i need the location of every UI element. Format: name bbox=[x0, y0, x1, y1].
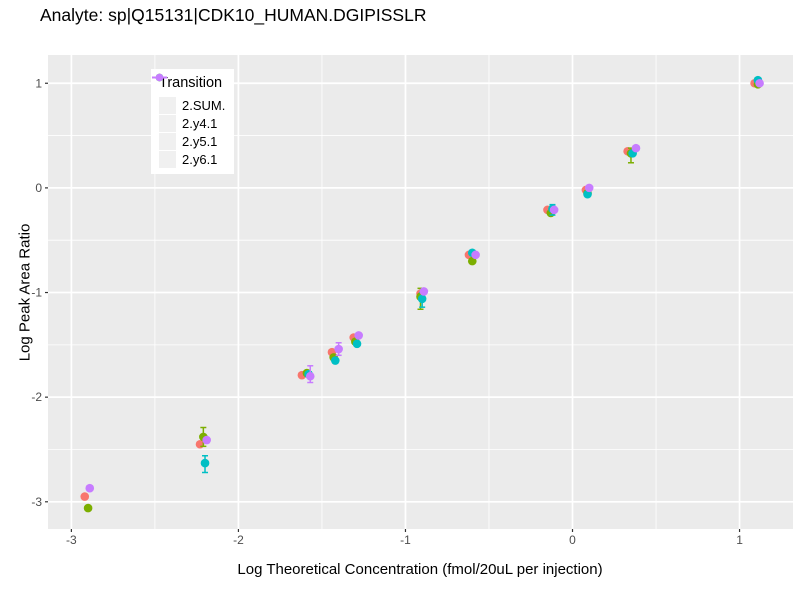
x-tick-label: 1 bbox=[736, 533, 743, 547]
data-point bbox=[80, 492, 90, 501]
data-point bbox=[584, 183, 594, 193]
data-point bbox=[419, 287, 429, 296]
legend: Transition 2.SUM. 2.y4.1 2.y5.1 2.y6.1 bbox=[151, 69, 235, 174]
legend-key-icon bbox=[152, 73, 176, 168]
legend-entry: 2.y4.1 bbox=[152, 73, 225, 132]
data-point bbox=[83, 503, 93, 513]
legend-key-icon bbox=[152, 73, 176, 114]
x-tick-label: -1 bbox=[400, 533, 411, 547]
data-point bbox=[631, 143, 641, 153]
data-point bbox=[85, 483, 95, 493]
data-point bbox=[549, 205, 559, 215]
legend-entry: 2.y6.1 bbox=[152, 73, 225, 168]
data-point bbox=[200, 458, 210, 468]
y-tick-label: -2 bbox=[31, 390, 42, 404]
data-point bbox=[417, 294, 427, 304]
y-tick-label: -1 bbox=[31, 286, 42, 300]
data-point bbox=[755, 78, 764, 88]
data-point bbox=[354, 331, 363, 340]
legend-key-icon bbox=[152, 73, 176, 132]
y-tick-label: 1 bbox=[35, 76, 42, 90]
legend-entry-label: 2.SUM. bbox=[182, 97, 226, 113]
legend-entry-label: 2.y6.1 bbox=[182, 151, 218, 167]
x-tick-label: 0 bbox=[569, 533, 576, 547]
plot-title: Analyte: sp|Q15131|CDK10_HUMAN.DGIPISSLR bbox=[40, 5, 427, 25]
data-point bbox=[471, 250, 480, 260]
x-tick-label: -2 bbox=[233, 533, 244, 547]
legend-entry: 2.y5.1 bbox=[152, 73, 225, 150]
legend-entry-label: 2.y4.1 bbox=[182, 115, 218, 131]
legend-key-icon bbox=[152, 73, 176, 150]
legend-entry-label: 2.y5.1 bbox=[182, 133, 218, 149]
legend-entries: 2.SUM. 2.y4.1 2.y5.1 2.y6.1 bbox=[152, 73, 226, 168]
data-point bbox=[331, 356, 340, 365]
y-tick-label: -3 bbox=[31, 495, 42, 509]
legend-title: Transition bbox=[159, 75, 223, 91]
data-point bbox=[202, 435, 211, 445]
y-tick-label: 0 bbox=[35, 181, 42, 195]
x-axis-title: Log Theoretical Concentration (fmol/20uL… bbox=[237, 561, 603, 578]
y-axis-title: Log Peak Area Ratio bbox=[16, 223, 34, 362]
data-point bbox=[305, 371, 315, 381]
data-point bbox=[352, 339, 362, 349]
x-tick-label: -3 bbox=[66, 533, 77, 547]
legend-entry: 2.SUM. bbox=[152, 73, 226, 114]
data-point bbox=[334, 344, 343, 354]
